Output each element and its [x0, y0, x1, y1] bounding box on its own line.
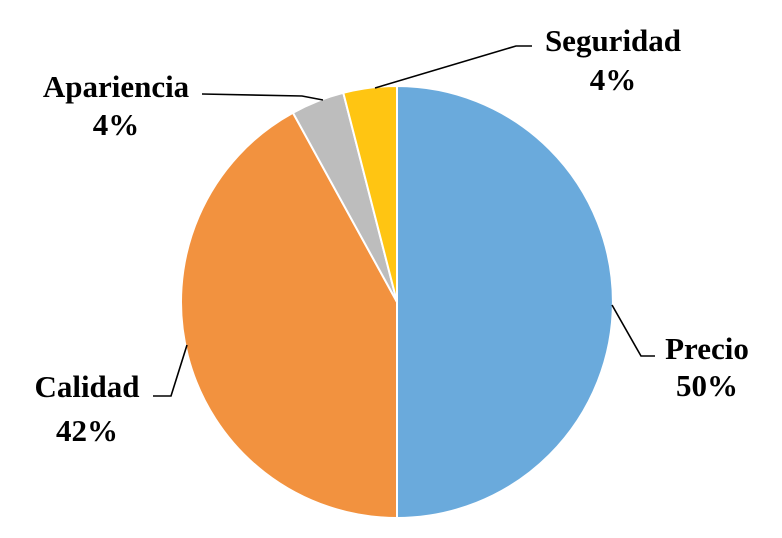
- slice-label-seguridad: Seguridad: [545, 23, 681, 58]
- slice-label-precio: Precio: [665, 331, 749, 366]
- label-group-calidad: Calidad 42%: [34, 344, 188, 448]
- leader-line-precio: [611, 304, 655, 357]
- slice-value-apariencia: 4%: [93, 107, 140, 142]
- slice-value-precio: 50%: [676, 368, 738, 403]
- pie-slice-precio: [396, 84, 614, 520]
- label-group-precio: Precio 50%: [611, 304, 749, 403]
- pie-slice-calidad: [180, 111, 398, 520]
- leader-line-apariencia: [201, 93, 324, 101]
- slice-value-calidad: 42%: [56, 413, 118, 448]
- label-group-apariencia: Apariencia 4%: [43, 69, 324, 142]
- slice-label-apariencia: Apariencia: [43, 69, 190, 104]
- label-group-seguridad: Seguridad 4%: [374, 23, 681, 97]
- pie-slice-seguridad: [342, 84, 398, 303]
- slice-label-calidad: Calidad: [34, 369, 139, 404]
- leader-line-calidad: [153, 344, 188, 397]
- pie-slices: [180, 84, 614, 520]
- leader-line-seguridad: [374, 45, 532, 89]
- slice-value-seguridad: 4%: [590, 62, 637, 97]
